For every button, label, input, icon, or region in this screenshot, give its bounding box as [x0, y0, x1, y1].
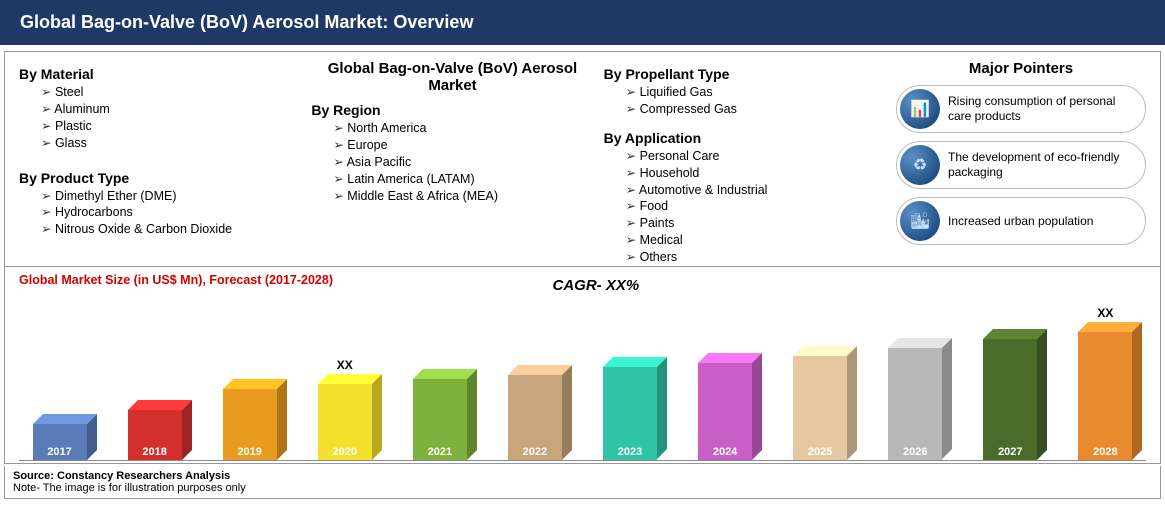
- leaf-icon: ♻: [900, 145, 940, 185]
- bar-slot: 2023: [593, 367, 666, 459]
- bar: 2017: [33, 424, 87, 460]
- list-item: Others: [626, 249, 886, 266]
- bar-slot: 2017: [23, 424, 96, 460]
- bar: 2025: [793, 356, 847, 460]
- list-item: Nitrous Oxide & Carbon Dioxide: [41, 221, 301, 238]
- seg-product-title: By Product Type: [19, 170, 301, 186]
- bar-year-label: 2024: [698, 446, 752, 458]
- bar-slot: 2027: [974, 339, 1047, 460]
- list-item: Aluminum: [41, 101, 301, 118]
- bar-year-label: 2018: [128, 446, 182, 458]
- bar: 2028XX: [1078, 332, 1132, 460]
- seg-application-list: Personal CareHouseholdAutomotive & Indus…: [604, 148, 886, 266]
- center-title: Global Bag-on-Valve (BoV) Aerosol Market: [311, 60, 593, 94]
- bar: 2021: [413, 379, 467, 460]
- bar-chart: 2017201820192020XX2021202220232024202520…: [19, 311, 1146, 461]
- seg-material-list: SteelAluminumPlasticGlass: [19, 84, 301, 152]
- bar-value-label: XX: [318, 358, 372, 372]
- bar: 2026: [888, 348, 942, 459]
- chart-icon: 📊: [900, 89, 940, 129]
- bar: 2020XX: [318, 384, 372, 460]
- bar-year-label: 2020: [318, 446, 372, 458]
- list-item: Liquified Gas: [626, 84, 886, 101]
- list-item: Middle East & Africa (MEA): [333, 188, 593, 205]
- seg-material-title: By Material: [19, 66, 301, 82]
- bar-year-label: 2025: [793, 446, 847, 458]
- col-mid: Global Bag-on-Valve (BoV) Aerosol Market…: [311, 60, 593, 266]
- list-item: Food: [626, 198, 886, 215]
- footer: Source: Constancy Researchers Analysis N…: [4, 466, 1161, 499]
- chart-panel: Global Market Size (in US$ Mn), Forecast…: [4, 267, 1161, 464]
- list-item: Medical: [626, 232, 886, 249]
- major-pointers-panel: Major Pointers 📊 Rising consumption of pe…: [886, 60, 1146, 266]
- list-item: Asia Pacific: [333, 154, 593, 171]
- bar-slot: 2022: [498, 375, 571, 460]
- bar-slot: 2021: [403, 379, 476, 460]
- list-item: Latin America (LATAM): [333, 171, 593, 188]
- seg-region-list: North AmericaEuropeAsia PacificLatin Ame…: [311, 120, 593, 204]
- cagr-label: CAGR- XX%: [553, 277, 640, 294]
- list-item: Paints: [626, 215, 886, 232]
- bar-year-label: 2021: [413, 446, 467, 458]
- bar: 2027: [983, 339, 1037, 460]
- page-title-bar: Global Bag-on-Valve (BoV) Aerosol Market…: [0, 0, 1165, 45]
- page-title: Global Bag-on-Valve (BoV) Aerosol Market…: [20, 12, 473, 32]
- bar: 2023: [603, 367, 657, 459]
- bar-year-label: 2028: [1078, 446, 1132, 458]
- segmentation-columns: By Material SteelAluminumPlasticGlass By…: [19, 60, 886, 266]
- seg-application-title: By Application: [604, 130, 886, 146]
- note-text: Note- The image is for illustration purp…: [13, 482, 1152, 494]
- pointers-title: Major Pointers: [896, 60, 1146, 77]
- bar-slot: 2020XX: [308, 384, 381, 460]
- seg-product-list: Dimethyl Ether (DME)HydrocarbonsNitrous …: [19, 188, 301, 239]
- bar-year-label: 2023: [603, 446, 657, 458]
- pointer-item: 🏙 Increased urban population: [896, 197, 1146, 245]
- list-item: Automotive & Industrial: [626, 182, 886, 199]
- pointers-list: 📊 Rising consumption of personal care pro…: [896, 85, 1146, 245]
- seg-region-title: By Region: [311, 102, 593, 118]
- overview-panel: By Material SteelAluminumPlasticGlass By…: [4, 51, 1161, 267]
- pointer-item: ♻ The development of eco-friendly packagi…: [896, 141, 1146, 189]
- list-item: North America: [333, 120, 593, 137]
- bar-slot: 2024: [689, 363, 762, 460]
- seg-propellant-title: By Propellant Type: [604, 66, 886, 82]
- seg-propellant-list: Liquified GasCompressed Gas: [604, 84, 886, 118]
- bar-slot: 2018: [118, 410, 191, 460]
- bar-year-label: 2019: [223, 446, 277, 458]
- list-item: Plastic: [41, 118, 301, 135]
- bar-slot: 2026: [879, 348, 952, 459]
- list-item: Steel: [41, 84, 301, 101]
- bar-year-label: 2022: [508, 446, 562, 458]
- bar-year-label: 2026: [888, 446, 942, 458]
- list-item: Compressed Gas: [626, 101, 886, 118]
- list-item: Europe: [333, 137, 593, 154]
- pointer-text: Increased urban population: [948, 214, 1093, 229]
- list-item: Household: [626, 165, 886, 182]
- col-right: By Propellant Type Liquified GasCompress…: [604, 60, 886, 266]
- list-item: Dimethyl Ether (DME): [41, 188, 301, 205]
- bar-slot: 2025: [784, 356, 857, 460]
- bar: 2018: [128, 410, 182, 460]
- bar: 2024: [698, 363, 752, 460]
- pointer-item: 📊 Rising consumption of personal care pro…: [896, 85, 1146, 133]
- pointer-text: Rising consumption of personal care prod…: [948, 94, 1135, 124]
- bar-year-label: 2027: [983, 446, 1037, 458]
- bar-value-label: XX: [1078, 306, 1132, 320]
- bar-slot: 2028XX: [1069, 332, 1142, 460]
- list-item: Hydrocarbons: [41, 204, 301, 221]
- bar-slot: 2019: [213, 389, 286, 460]
- col-left: By Material SteelAluminumPlasticGlass By…: [19, 60, 301, 266]
- bar-year-label: 2017: [33, 446, 87, 458]
- list-item: Personal Care: [626, 148, 886, 165]
- bar: 2022: [508, 375, 562, 460]
- list-item: Glass: [41, 135, 301, 152]
- pointer-text: The development of eco-friendly packagin…: [948, 150, 1135, 180]
- bar: 2019: [223, 389, 277, 460]
- city-icon: 🏙: [900, 201, 940, 241]
- source-text: Source: Constancy Researchers Analysis: [13, 470, 1152, 482]
